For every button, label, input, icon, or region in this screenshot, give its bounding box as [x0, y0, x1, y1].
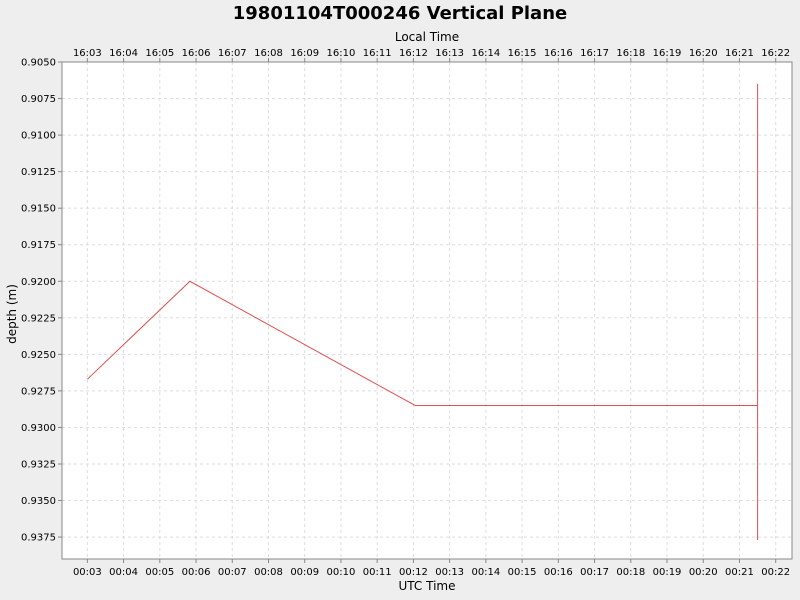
y-tick-label: 0.9125: [21, 167, 56, 178]
y-tick-label: 0.9350: [21, 496, 56, 507]
x-tick-label: 00:13: [435, 567, 464, 578]
top-tick-label: 16:16: [544, 48, 573, 59]
y-axis-label: depth (m): [5, 284, 19, 344]
x-tick-label: 00:05: [145, 567, 174, 578]
ticks-layer: 00:03 00:04 00:05 00:06 00:07 00:08 00:09 00:10…: [21, 48, 790, 578]
x-tick-label: 00:04: [109, 567, 138, 578]
x-tick-label: 00:10: [327, 567, 356, 578]
x-tick-label: 00:20: [689, 567, 718, 578]
top-axis-label: Local Time: [395, 30, 459, 44]
y-tick-label: 0.9050: [21, 58, 56, 69]
x-tick-label: 00:11: [363, 567, 392, 578]
plot-area: [62, 62, 792, 559]
top-tick-label: 16:15: [508, 48, 537, 59]
y-tick-label: 0.9300: [21, 423, 56, 434]
y-tick-label: 0.9175: [21, 240, 56, 251]
top-tick-label: 16:08: [254, 48, 283, 59]
top-tick-label: 16:17: [580, 48, 609, 59]
x-tick-label: 00:22: [761, 567, 790, 578]
x-tick-label: 00:14: [471, 567, 500, 578]
chart-title: 19801104T000246 Vertical Plane: [233, 3, 567, 24]
y-tick-label: 0.9375: [21, 533, 56, 544]
x-tick-label: 00:03: [73, 567, 102, 578]
x-tick-label: 00:09: [290, 567, 319, 578]
series-line: [87, 83, 759, 540]
y-tick-label: 0.9225: [21, 313, 56, 324]
x-tick-label: 00:17: [580, 567, 609, 578]
top-tick-label: 16:14: [471, 48, 500, 59]
top-tick-label: 16:11: [363, 48, 392, 59]
x-tick-label: 00:16: [544, 567, 573, 578]
top-tick-label: 16:10: [327, 48, 356, 59]
x-tick-label: 00:19: [653, 567, 682, 578]
top-tick-label: 16:20: [689, 48, 718, 59]
plot-frame: [61, 61, 793, 560]
y-tick-label: 0.9275: [21, 386, 56, 397]
series-layer: [87, 83, 759, 540]
top-tick-label: 16:12: [399, 48, 428, 59]
x-tick-label: 00:08: [254, 567, 283, 578]
top-tick-label: 16:05: [145, 48, 174, 59]
top-tick-label: 16:19: [653, 48, 682, 59]
y-tick-label: 0.9100: [21, 131, 56, 142]
y-tick-label: 0.9075: [21, 94, 56, 105]
x-axis-label: UTC Time: [399, 579, 456, 593]
x-tick-label: 00:06: [182, 567, 211, 578]
top-tick-label: 16:21: [725, 48, 754, 59]
x-tick-label: 00:07: [218, 567, 247, 578]
top-tick-label: 16:06: [182, 48, 211, 59]
y-tick-label: 0.9250: [21, 350, 56, 361]
y-tick-label: 0.9150: [21, 204, 56, 215]
x-tick-label: 00:12: [399, 567, 428, 578]
top-tick-label: 16:07: [218, 48, 247, 59]
top-tick-label: 16:22: [761, 48, 790, 59]
gridlines: [62, 61, 792, 559]
x-tick-label: 00:21: [725, 567, 754, 578]
top-tick-label: 16:18: [616, 48, 645, 59]
y-tick-label: 0.9325: [21, 459, 56, 470]
top-tick-label: 16:03: [73, 48, 102, 59]
y-tick-label: 0.9200: [21, 277, 56, 288]
x-tick-label: 00:15: [508, 567, 537, 578]
top-tick-label: 16:13: [435, 48, 464, 59]
top-tick-label: 16:09: [290, 48, 319, 59]
x-tick-label: 00:18: [616, 567, 645, 578]
top-tick-label: 16:04: [109, 48, 138, 59]
